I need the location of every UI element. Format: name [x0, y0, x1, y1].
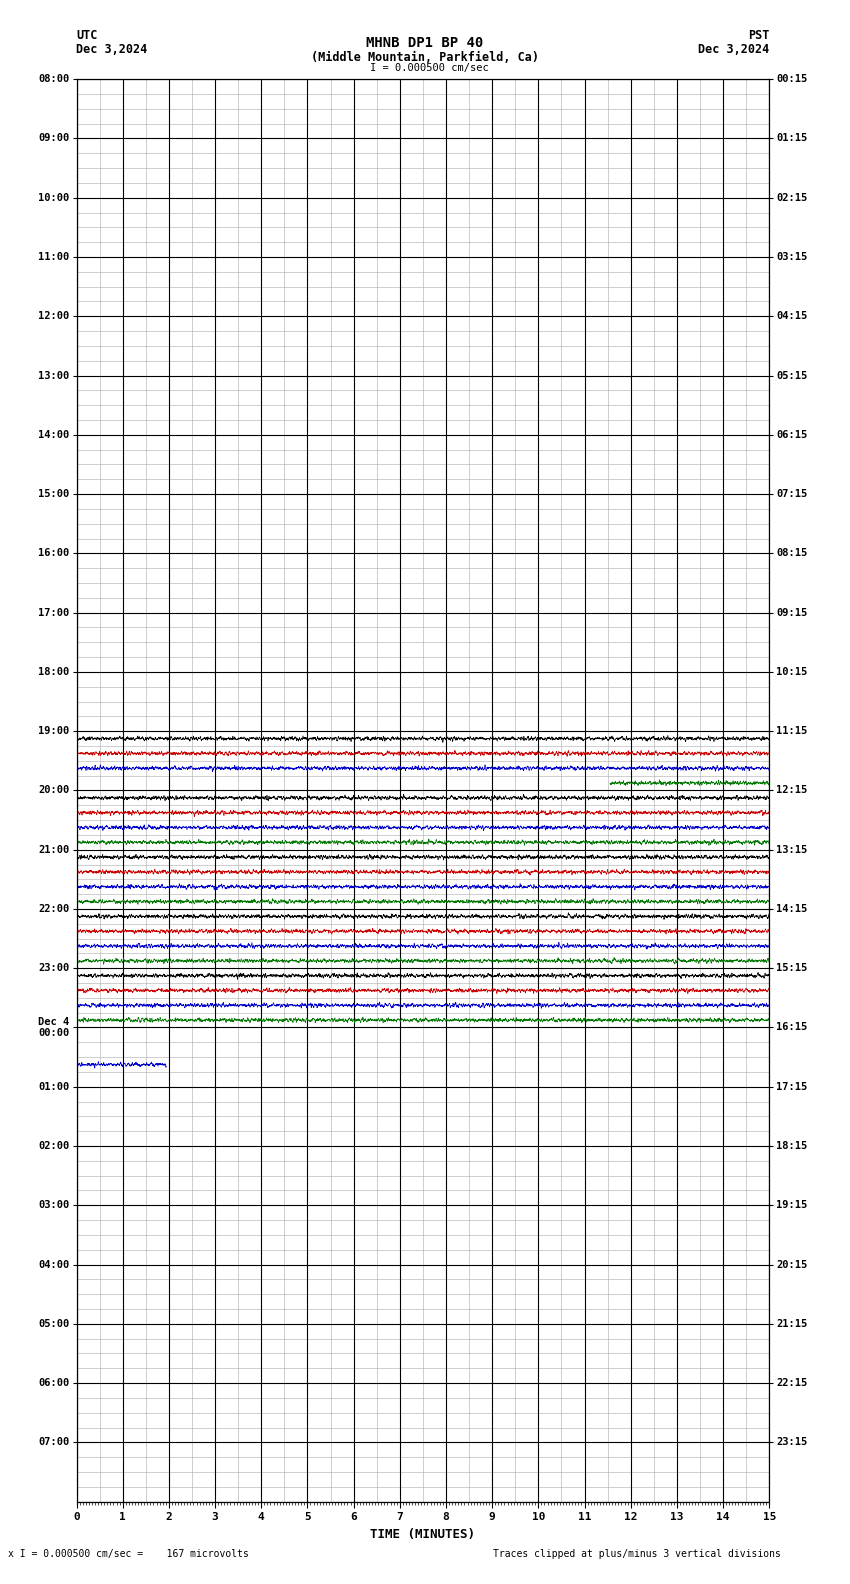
Text: Traces clipped at plus/minus 3 vertical divisions: Traces clipped at plus/minus 3 vertical … [493, 1549, 781, 1559]
Text: I = 0.000500 cm/sec: I = 0.000500 cm/sec [370, 63, 489, 73]
Text: UTC: UTC [76, 29, 98, 41]
Text: x I = 0.000500 cm/sec =    167 microvolts: x I = 0.000500 cm/sec = 167 microvolts [8, 1549, 249, 1559]
Text: (Middle Mountain, Parkfield, Ca): (Middle Mountain, Parkfield, Ca) [311, 51, 539, 63]
Text: MHNB DP1 BP 40: MHNB DP1 BP 40 [366, 36, 484, 51]
X-axis label: TIME (MINUTES): TIME (MINUTES) [371, 1527, 475, 1541]
Text: PST: PST [748, 29, 769, 41]
Text: Dec 3,2024: Dec 3,2024 [76, 43, 148, 55]
Text: Dec 3,2024: Dec 3,2024 [698, 43, 769, 55]
